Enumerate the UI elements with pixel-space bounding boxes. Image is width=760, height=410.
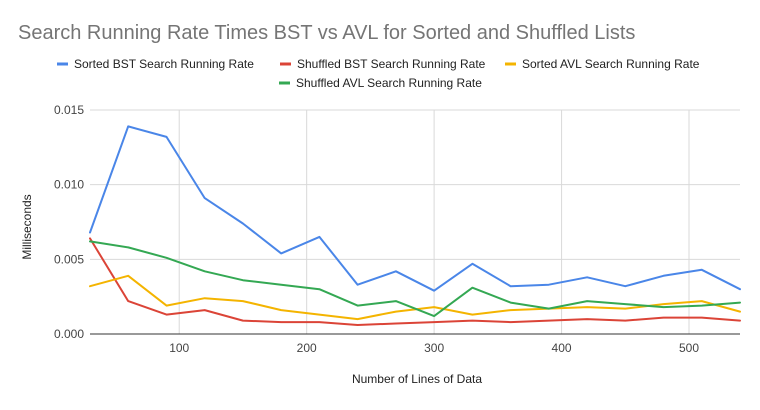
series-line-1 [89, 125, 741, 292]
legend: Sorted BST Search Running Rate Shuffled B… [57, 57, 700, 90]
series-lines [89, 125, 741, 326]
axes: 0.000 0.005 0.010 0.015 100 200 300 400 500 [54, 103, 740, 355]
x-tick-label: 200 [297, 341, 317, 355]
legend-label: Sorted BST Search Running Rate [74, 57, 254, 71]
y-tick-label: 0.010 [54, 178, 84, 192]
legend-item: Shuffled AVL Search Running Rate [279, 76, 482, 90]
x-tick-label: 300 [424, 341, 444, 355]
legend-item: Shuffled BST Search Running Rate [280, 57, 486, 71]
x-tick-label: 400 [552, 341, 572, 355]
legend-label: Shuffled BST Search Running Rate [297, 57, 486, 71]
y-tick-label: 0.015 [54, 103, 84, 117]
legend-item: Sorted AVL Search Running Rate [505, 57, 700, 71]
x-tick-label: 500 [679, 341, 699, 355]
y-axis-label: Milliseconds [20, 194, 34, 259]
legend-label: Sorted AVL Search Running Rate [522, 57, 700, 71]
series-line-2 [89, 237, 741, 326]
x-axis-label: Number of Lines of Data [352, 372, 482, 386]
x-tick-label: 100 [169, 341, 189, 355]
series-line-4 [89, 240, 741, 318]
y-tick-label: 0.000 [54, 327, 84, 341]
chart-title: Search Running Rate Times BST vs AVL for… [18, 22, 635, 44]
gridlines [90, 109, 740, 334]
legend-item: Sorted BST Search Running Rate [57, 57, 254, 71]
legend-label: Shuffled AVL Search Running Rate [296, 76, 482, 90]
y-tick-label: 0.005 [54, 252, 84, 266]
